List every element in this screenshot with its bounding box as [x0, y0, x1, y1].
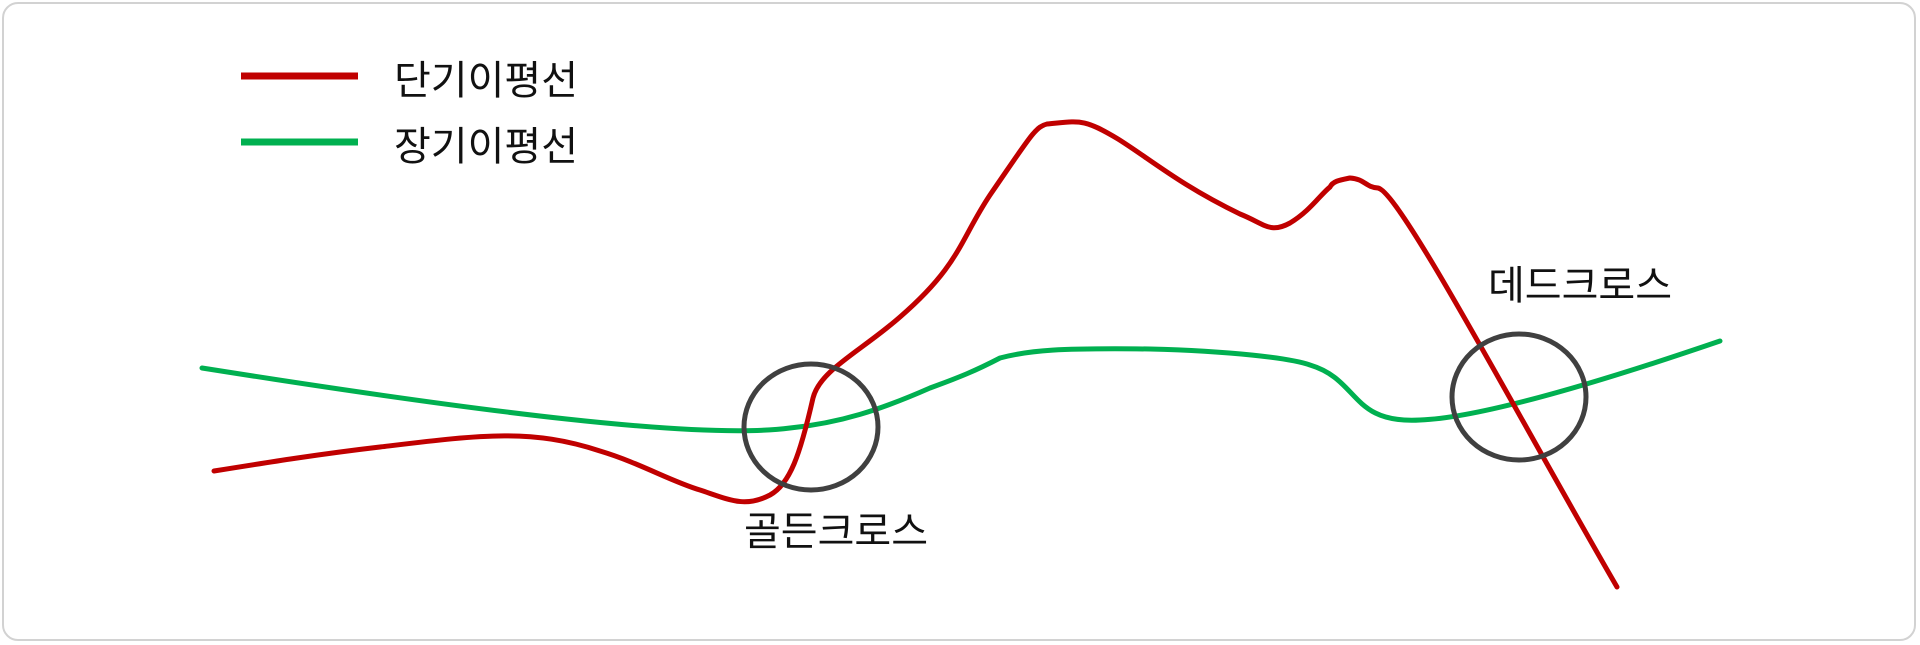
- legend-short-label: 단기이평선: [394, 58, 578, 104]
- golden-cross-marker: [741, 361, 881, 493]
- dead-cross-marker: [1449, 331, 1589, 463]
- short-term-ma-line: [211, 119, 1620, 590]
- golden-cross-label: 골든크로스: [744, 509, 928, 555]
- legend-long-label: 장기이평선: [394, 124, 578, 170]
- dead-cross-label: 데드크로스: [1488, 263, 1672, 309]
- legend: 단기이평선 장기이평선: [241, 58, 578, 170]
- long-term-ma-line: [199, 338, 1723, 434]
